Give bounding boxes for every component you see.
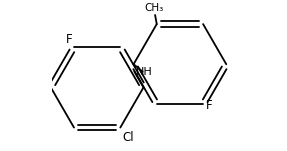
Text: Cl: Cl (122, 131, 134, 144)
Text: F: F (205, 99, 212, 112)
Text: NH: NH (136, 67, 153, 77)
Text: CH₃: CH₃ (145, 3, 164, 13)
Text: F: F (66, 33, 72, 46)
